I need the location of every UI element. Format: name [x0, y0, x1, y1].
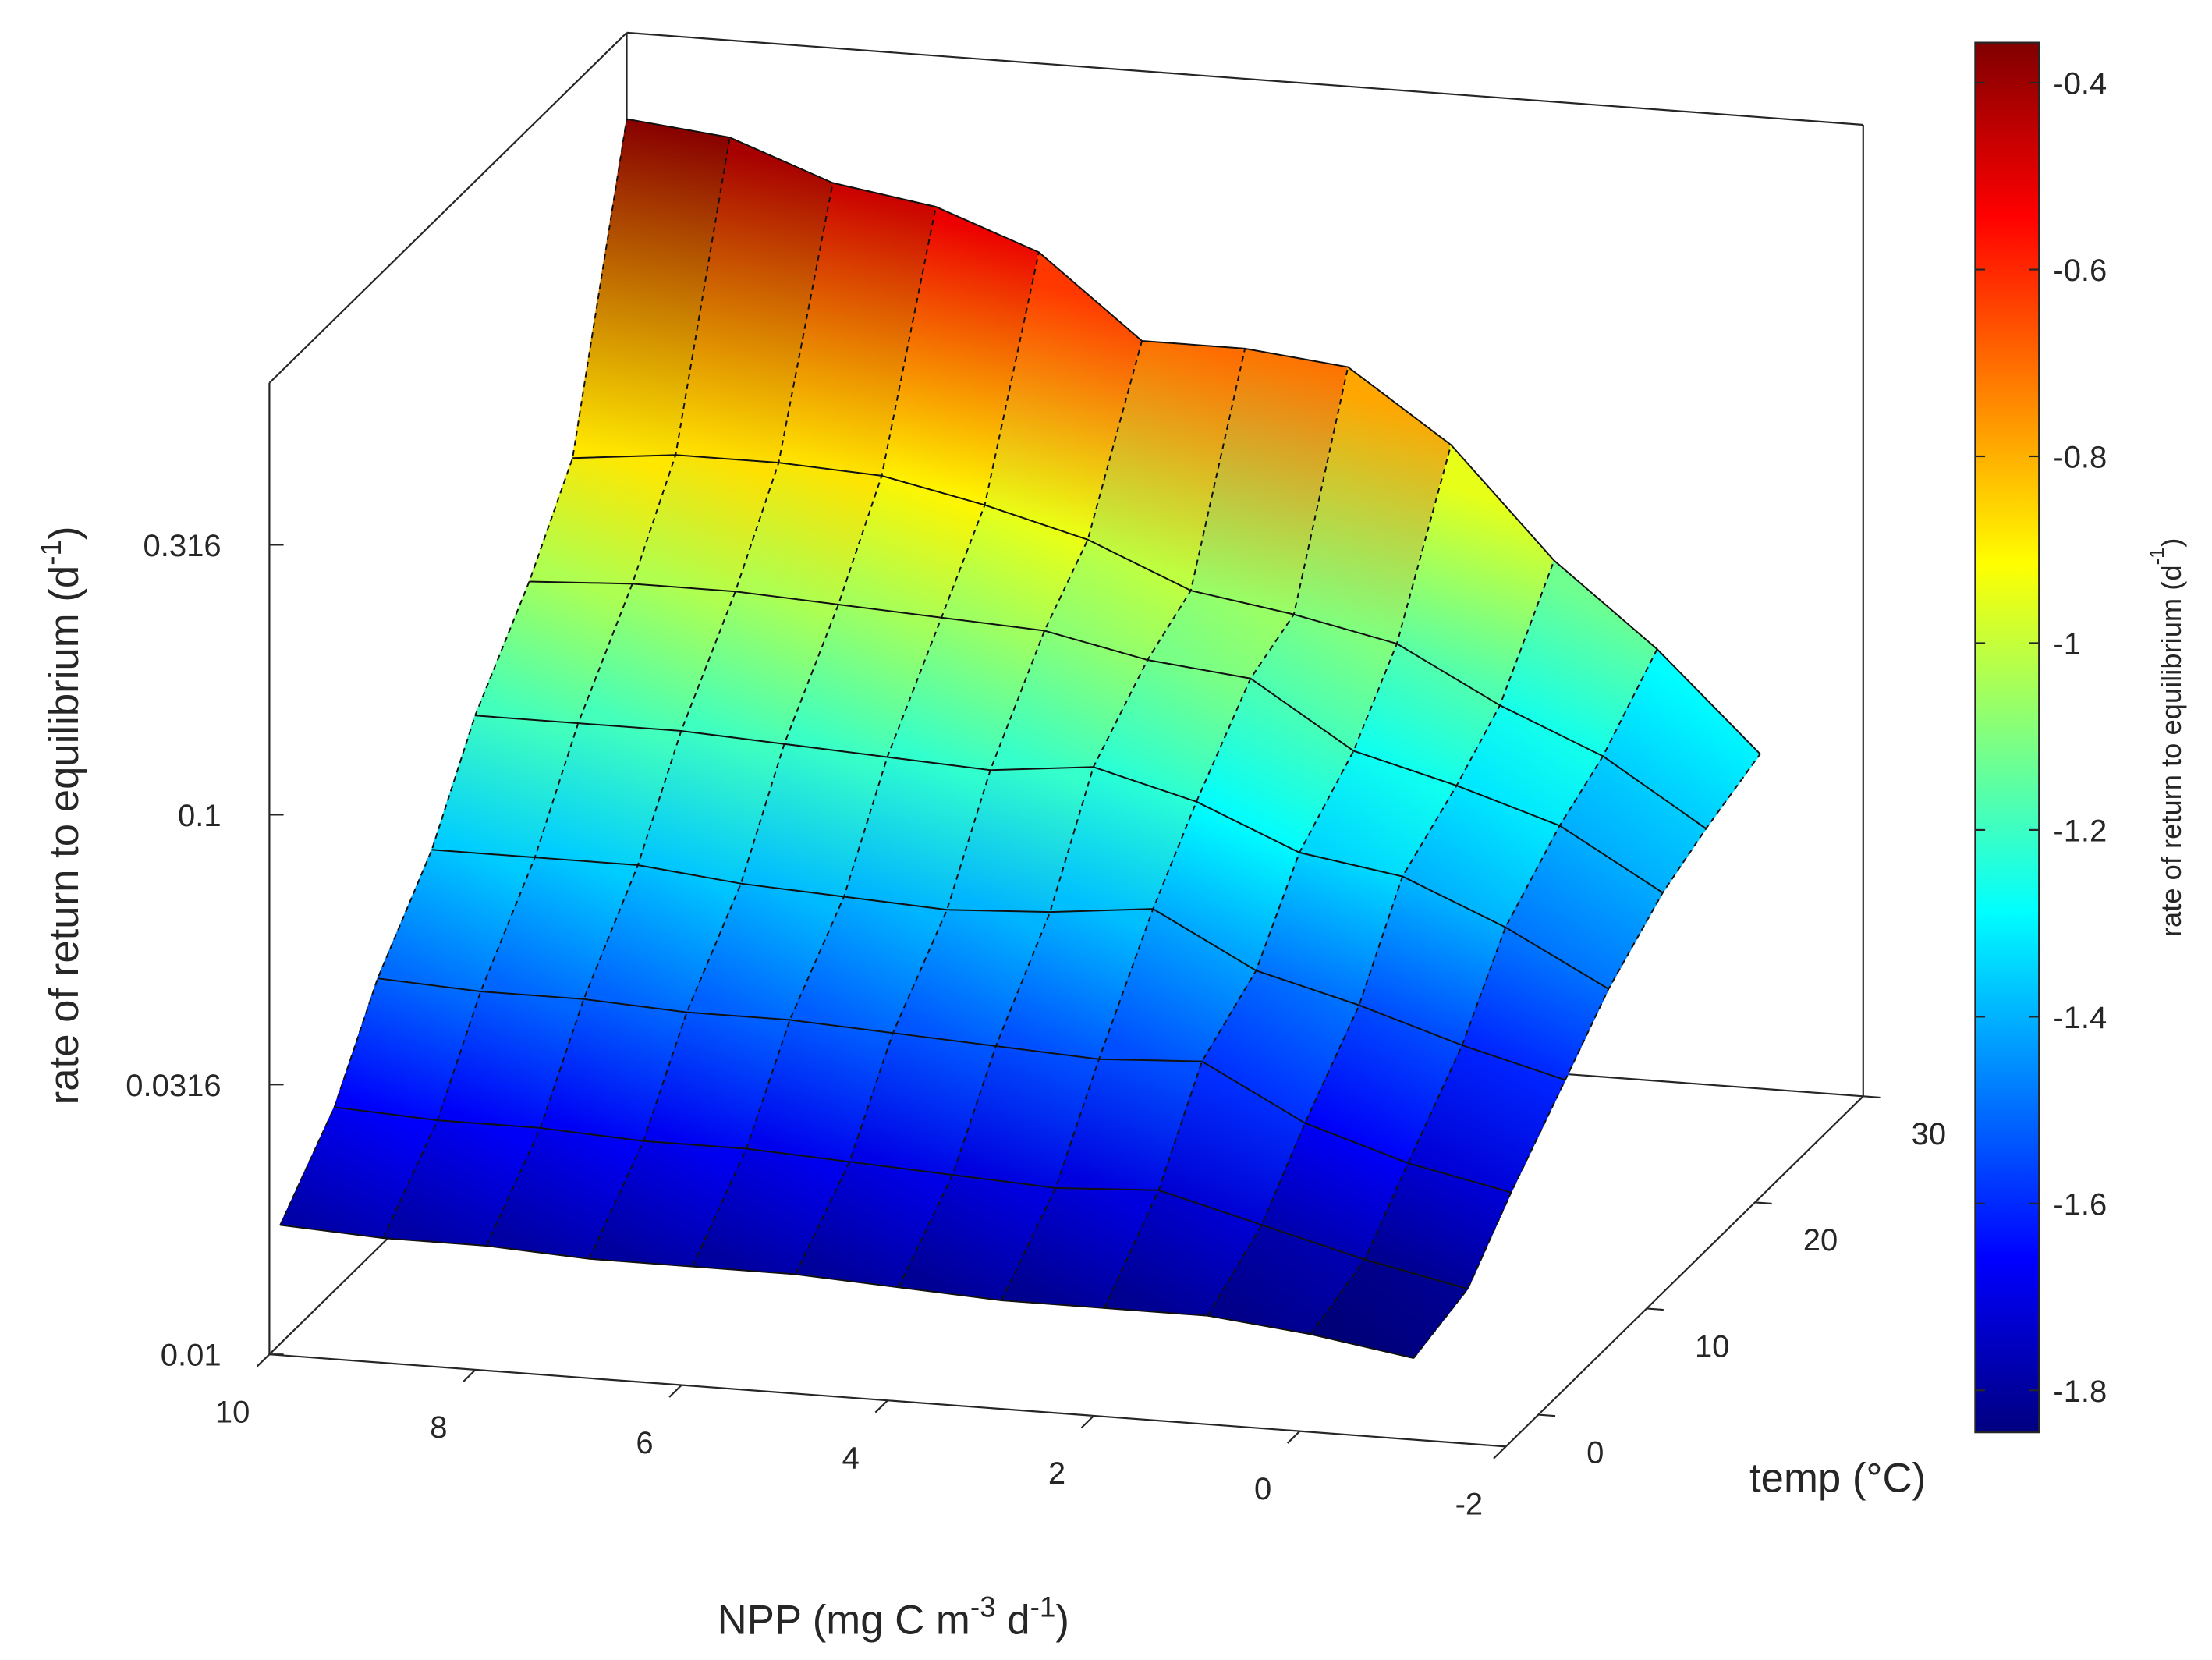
colorbar-label-superscript: -1 [2146, 548, 2168, 566]
colorbar-tick-label: -1.6 [2053, 1187, 2107, 1222]
y-tick [1863, 1095, 1881, 1099]
x-tick [668, 1384, 682, 1398]
x-tick-label: 10 [215, 1395, 250, 1429]
box-edge [268, 32, 628, 384]
mesh-line-temp [378, 977, 1512, 1194]
x-axis-label-part: NPP (mg C m [718, 1597, 970, 1643]
box-edge [626, 31, 1863, 126]
x-tick-label: -2 [1455, 1488, 1484, 1522]
colorbar-tick-label: -1.8 [2053, 1374, 2107, 1409]
mesh-line-npp [1413, 753, 1761, 1359]
mesh-line-temp [626, 118, 1761, 755]
x-axis-label-superscript: -1 [1030, 1591, 1056, 1623]
mesh-line-npp [1207, 560, 1555, 1317]
colorbar-tick-label: -0.8 [2053, 441, 2107, 475]
mesh-line-npp [279, 119, 628, 1225]
colorbar-tick-label: -0.6 [2053, 254, 2107, 288]
mesh-line-temp [572, 454, 1707, 830]
y-tick-label: 0 [1586, 1435, 1604, 1470]
mesh-line-temp [475, 715, 1609, 990]
colorbar-tick-label: -1.2 [2053, 814, 2107, 848]
mesh-line-npp [485, 183, 834, 1247]
colorbar-label: rate of return to equilibrium (d-1) [2146, 538, 2187, 937]
y-tick-label: 30 [1912, 1117, 1946, 1151]
x-tick [256, 1353, 271, 1367]
z-tick-label: 0.0316 [126, 1069, 221, 1103]
mesh-line-npp [1001, 367, 1349, 1301]
z-axis-label-part: ) [41, 526, 87, 540]
colorbar-fill [1974, 41, 2040, 1434]
x-tick-label: 8 [430, 1410, 447, 1445]
colorbar-label-part: ) [2155, 538, 2187, 548]
colorbar-tick-label: -1 [2053, 627, 2081, 662]
y-axis-label: temp (°C) [1749, 1456, 1926, 1502]
mesh-line-npp [1310, 648, 1658, 1335]
x-tick [1493, 1445, 1507, 1460]
mesh-line-npp [1104, 445, 1452, 1309]
x-axis-label-part: ) [1055, 1597, 1069, 1643]
x-tick [1080, 1415, 1095, 1429]
mesh-line-temp [334, 1106, 1469, 1290]
x-tick-label: 2 [1048, 1456, 1065, 1491]
z-tick-label: 0.01 [161, 1339, 222, 1373]
mesh-line-temp [529, 580, 1664, 894]
z-tick-label: 0.316 [144, 529, 222, 563]
y-axis-line [1505, 1095, 1864, 1448]
x-axis-line [269, 1353, 1506, 1448]
y-tick [1538, 1413, 1556, 1417]
y-tick-label: 10 [1695, 1329, 1729, 1364]
colorbar: -0.4 -0.6 -0.8 -1 -1.2 -1.4 -1.6 -1.8 rate of re… [1974, 41, 2187, 1434]
z-tick-label: 0.1 [178, 799, 222, 833]
y-tick-label: 20 [1803, 1223, 1838, 1257]
x-tick [463, 1369, 477, 1383]
surface [279, 118, 1761, 1359]
mesh-line-npp [588, 206, 937, 1260]
x-tick [1286, 1430, 1301, 1444]
mesh-line-npp [794, 340, 1143, 1275]
x-axis-label: NPP (mg C m-3 d-1) [718, 1591, 1069, 1644]
x-tick-label: 6 [636, 1426, 653, 1460]
x-tick [874, 1399, 888, 1413]
z-axis-label-superscript: -1 [35, 540, 67, 566]
mesh-line-temp [280, 1224, 1414, 1359]
x-tick-label: 4 [842, 1442, 860, 1476]
colorbar-tick-label: -1.4 [2053, 1001, 2107, 1035]
mesh-line-npp [382, 137, 731, 1239]
y-tick [1754, 1201, 1772, 1205]
mesh-line-temp [431, 849, 1566, 1081]
x-axis-label-part: d [996, 1597, 1030, 1643]
surface-mesh [279, 118, 1761, 1359]
y-tick [1647, 1307, 1664, 1311]
x-axis-label-superscript: -3 [970, 1591, 996, 1623]
colorbar-tick-label: -0.4 [2053, 67, 2107, 101]
z-axis-label: rate of return to equilibrium (d-1) [35, 526, 87, 1105]
mesh-line-npp [898, 348, 1246, 1288]
mesh-line-npp [691, 252, 1040, 1268]
z-axis-label-part: rate of return to equilibrium (d [41, 566, 87, 1105]
x-tick-label: 0 [1254, 1472, 1271, 1506]
colorbar-label-part: rate of return to equilibrium (d [2155, 565, 2187, 937]
